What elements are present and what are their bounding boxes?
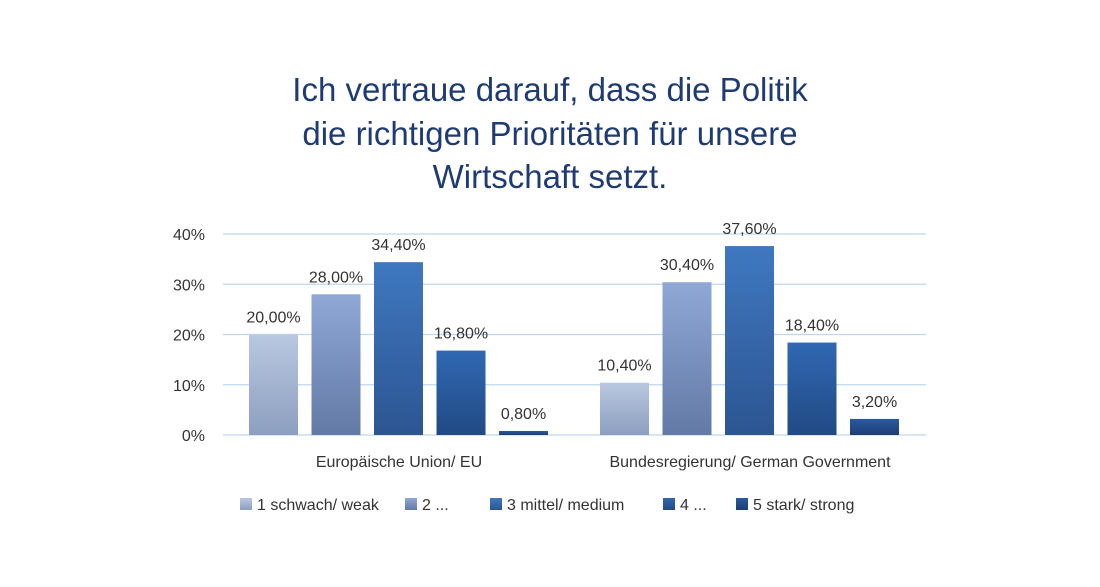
legend-label: 2 ...: [422, 497, 449, 514]
chart-title-line: Ich vertraue darauf, dass die Politik: [292, 71, 808, 108]
legend-swatch: [240, 498, 252, 510]
chart-title-line: Wirtschaft setzt.: [433, 158, 668, 195]
data-label: 18,40%: [785, 318, 839, 335]
y-axis-ticks: 0% 10% 20% 30% 40%: [173, 227, 205, 445]
bar: [311, 294, 361, 435]
y-tick-label: 40%: [173, 227, 205, 244]
bar: [600, 382, 649, 435]
legend-swatch: [736, 498, 748, 510]
bar: [499, 430, 548, 435]
bar: [249, 334, 298, 435]
legend-swatch: [490, 498, 502, 510]
legend-label: 1 schwach/ weak: [257, 497, 380, 514]
bar: [374, 262, 423, 435]
chart-title: Ich vertraue darauf, dass die Politik die…: [292, 71, 808, 195]
data-label: 20,00%: [246, 310, 300, 327]
bar: [436, 350, 486, 435]
data-label: 10,40%: [597, 358, 651, 375]
y-tick-label: 10%: [173, 378, 205, 395]
x-axis-categories: Europäische Union/ EU Bundesregierung/ Ge…: [316, 454, 891, 471]
category-label: Bundesregierung/ German Government: [609, 454, 891, 471]
legend-swatch: [663, 498, 675, 510]
legend-label: 4 ...: [680, 497, 707, 514]
y-tick-label: 0%: [182, 428, 205, 445]
bar: [787, 342, 837, 435]
data-label: 0,80%: [501, 406, 546, 423]
bar: [850, 418, 899, 435]
data-label: 34,40%: [371, 237, 425, 254]
bar: [725, 246, 774, 435]
data-label: 28,00%: [309, 269, 363, 286]
data-label: 3,20%: [852, 394, 897, 411]
y-tick-label: 30%: [173, 277, 205, 294]
data-labels: 20,00% 28,00% 34,40% 16,80% 0,80% 10,40% 30,40…: [246, 221, 897, 423]
data-label: 16,80%: [434, 326, 488, 343]
bar: [662, 282, 712, 435]
legend-label: 5 stark/ strong: [753, 497, 854, 514]
chart-title-line: die richtigen Prioritäten für unsere: [302, 115, 797, 152]
legend-swatch: [405, 498, 417, 510]
data-label: 37,60%: [722, 221, 776, 238]
legend: 1 schwach/ weak 2 ... 3 mittel/ medium 4 ..…: [240, 497, 854, 514]
data-label: 30,40%: [660, 257, 714, 274]
category-label: Europäische Union/ EU: [316, 454, 482, 471]
legend-label: 3 mittel/ medium: [507, 497, 624, 514]
y-tick-label: 20%: [173, 328, 205, 345]
bars: [249, 246, 899, 435]
